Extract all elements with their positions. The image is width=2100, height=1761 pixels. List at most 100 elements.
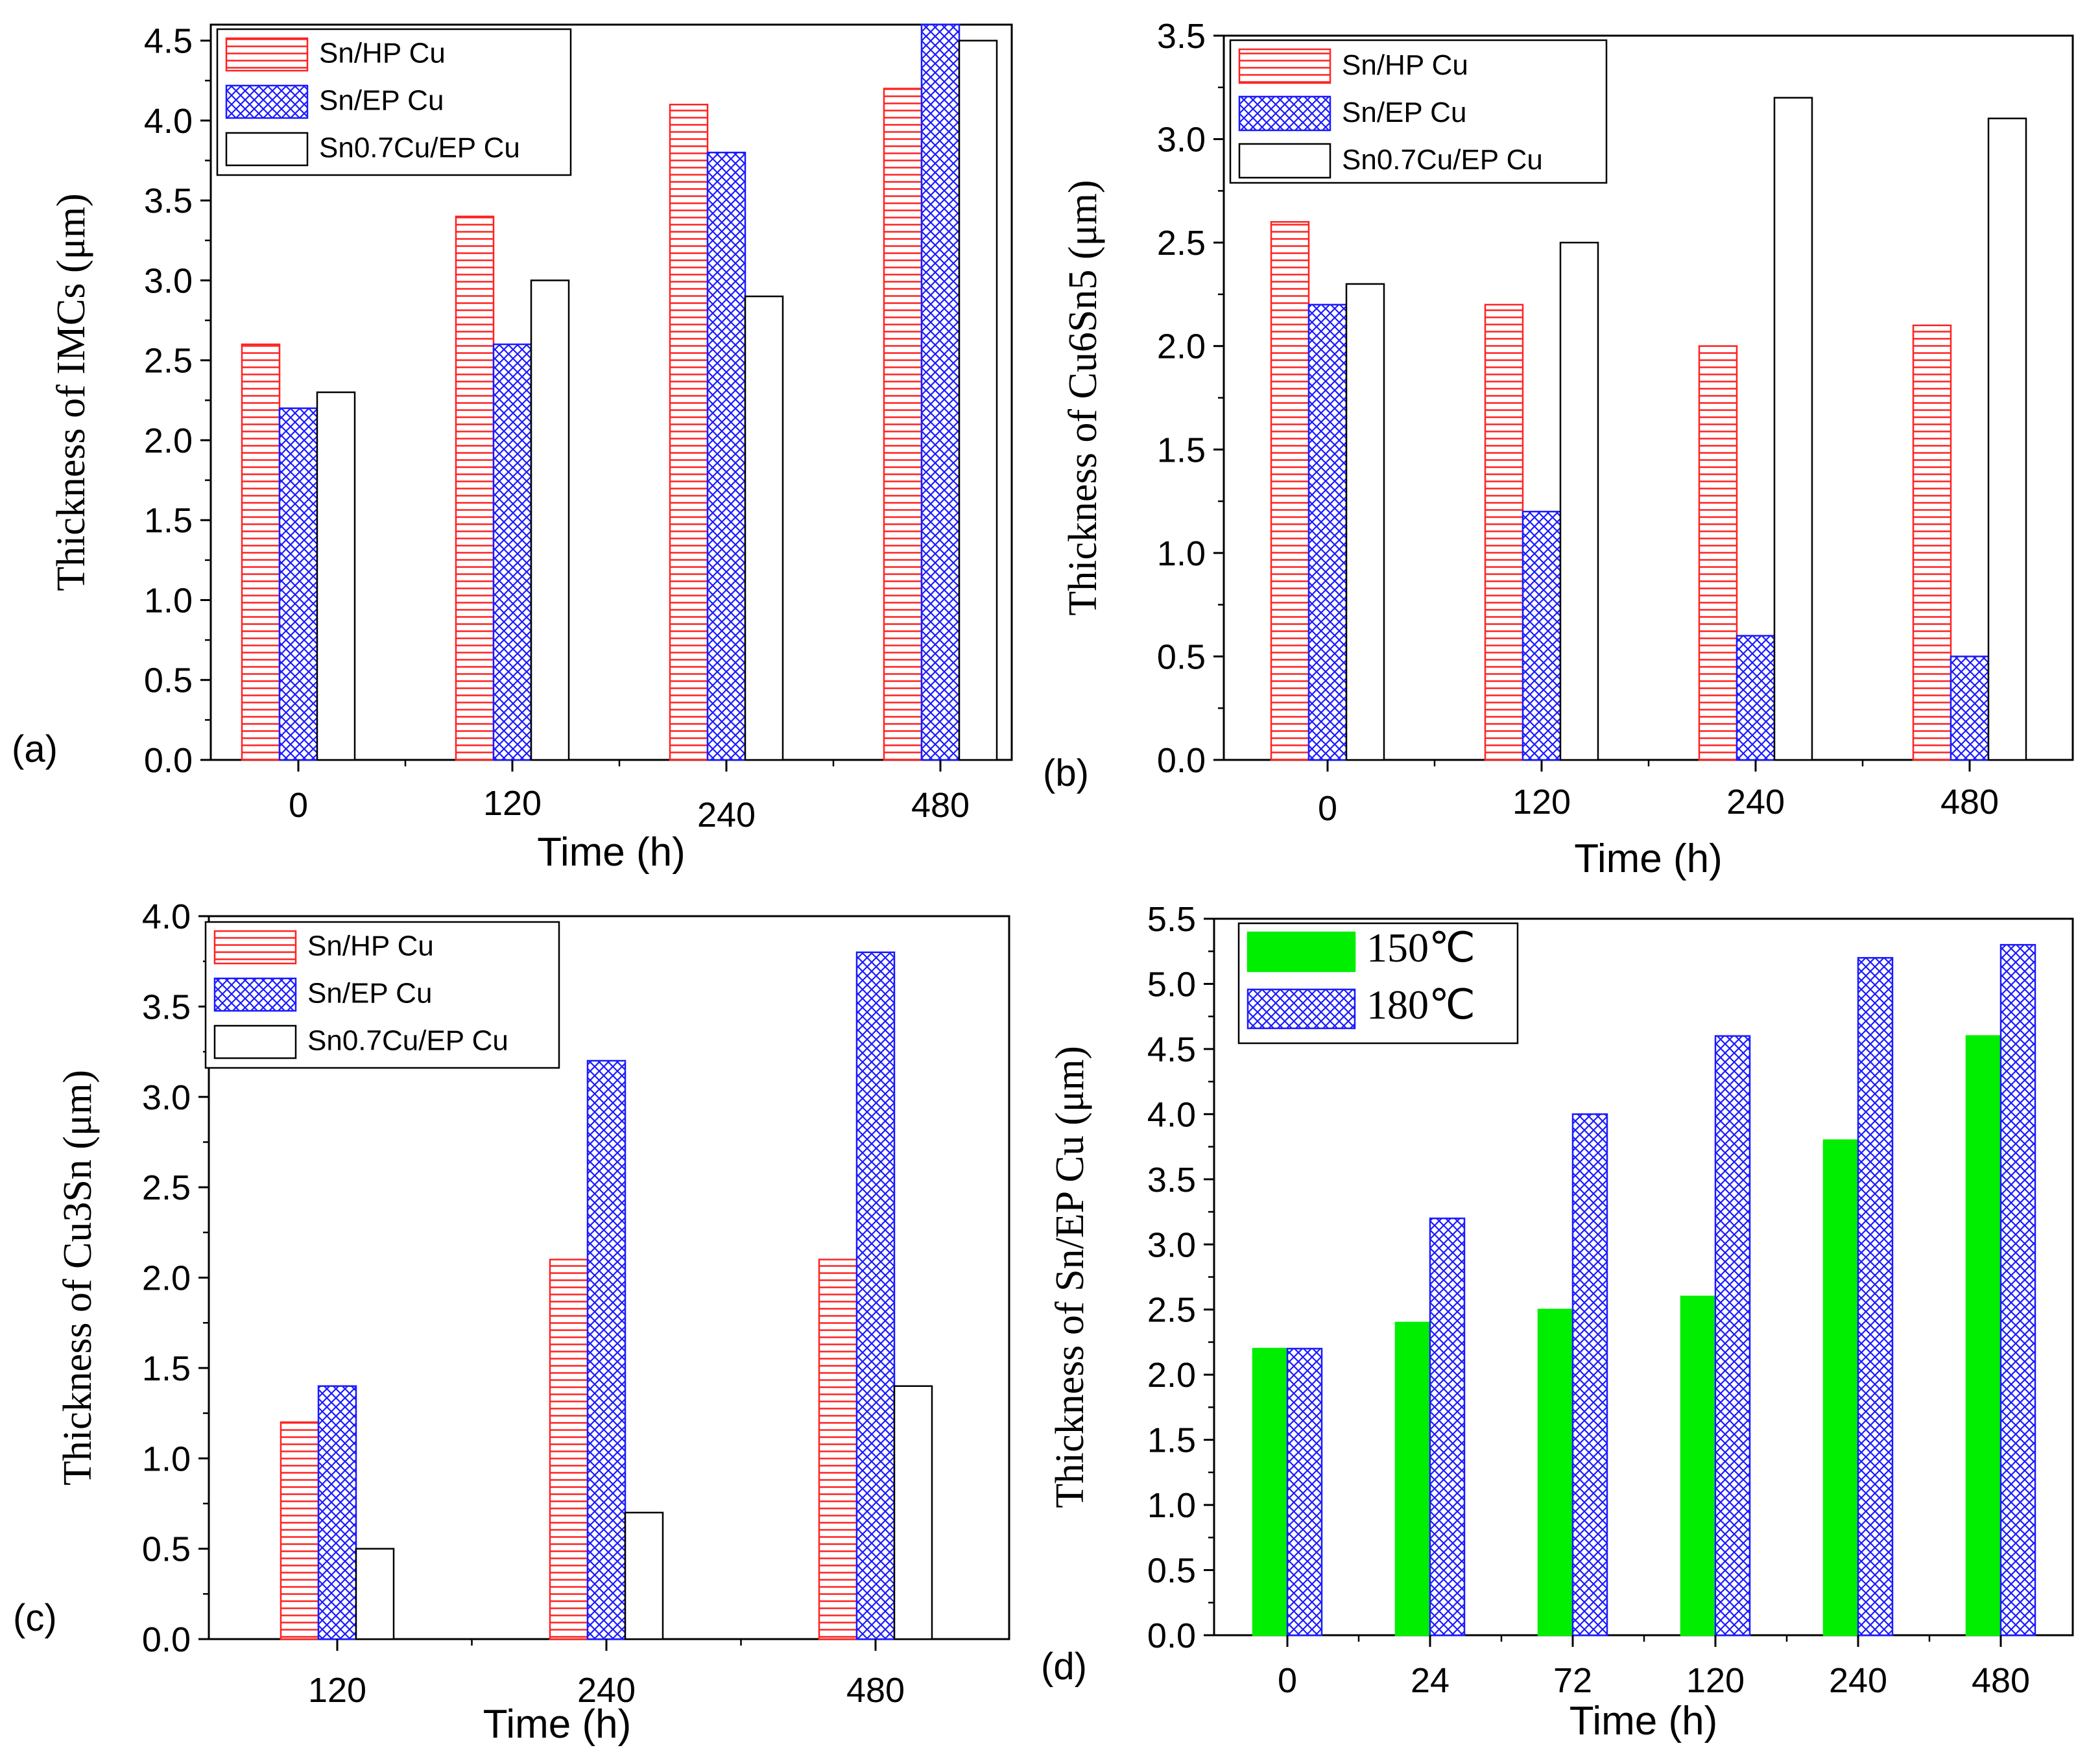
legend-label: Sn/EP Cu bbox=[307, 978, 432, 1010]
bar-sn0-7cu-ep-cu-240 bbox=[1773, 97, 1813, 761]
x-tick-label: 240 bbox=[697, 796, 756, 834]
bar-180--480 bbox=[1999, 943, 2036, 1637]
bar-sn-hp-cu-480 bbox=[818, 1259, 858, 1640]
y-tick-label: 1.0 bbox=[1147, 1486, 1196, 1525]
y-tick-label: 5.0 bbox=[1147, 965, 1196, 1004]
legend-swatch bbox=[1238, 95, 1331, 132]
bar-sn-hp-cu-240 bbox=[1698, 345, 1738, 761]
legend-label: Sn/HP Cu bbox=[319, 38, 446, 69]
bar-sn-ep-cu-480 bbox=[1950, 656, 1990, 761]
legend-swatch bbox=[1247, 988, 1356, 1030]
y-tick-label: 0.0 bbox=[142, 1620, 191, 1659]
y-tick-label: 3.0 bbox=[144, 261, 193, 300]
x-tick-label: 120 bbox=[1512, 783, 1571, 821]
y-axis-label: Thickness of Cu6Sn5 (μm) bbox=[1061, 180, 1105, 615]
x-tick-label: 480 bbox=[1940, 783, 1999, 821]
bar-150--0 bbox=[1252, 1347, 1289, 1637]
chart-panel-3: 0.0 0.5 1.0 1.5 2.0 2.5 3.0 3.5 4.0 120 240 480 Time… bbox=[13, 897, 1010, 1747]
bar-sn-ep-cu-120 bbox=[492, 343, 532, 761]
y-tick-label: 0.5 bbox=[1157, 637, 1206, 676]
x-tick-label: 480 bbox=[846, 1671, 905, 1710]
bar-150--24 bbox=[1394, 1321, 1431, 1637]
y-tick-label: 0.5 bbox=[142, 1530, 191, 1569]
y-tick-label: 2.5 bbox=[142, 1168, 191, 1207]
legend-label: Sn0.7Cu/EP Cu bbox=[319, 132, 520, 164]
y-tick-label: 2.5 bbox=[1157, 224, 1206, 263]
legend-label: Sn/HP Cu bbox=[307, 930, 434, 962]
bar-150--240 bbox=[1822, 1139, 1859, 1637]
bar-sn-ep-cu-0 bbox=[278, 407, 318, 761]
bar-sn-hp-cu-240 bbox=[669, 104, 709, 761]
bar-sn-hp-cu-0 bbox=[241, 343, 281, 761]
bar-sn-hp-cu-120 bbox=[1484, 303, 1524, 761]
y-tick-label: 1.5 bbox=[1147, 1421, 1196, 1460]
bar-sn0-7cu-ep-cu-240 bbox=[744, 295, 784, 761]
legend-swatch bbox=[1238, 48, 1331, 84]
x-tick-label: 480 bbox=[1972, 1661, 2030, 1700]
y-tick-label: 3.5 bbox=[1147, 1161, 1196, 1200]
bar-sn0-7cu-ep-cu-120 bbox=[355, 1548, 395, 1640]
chart-panel-2: 0.0 0.5 1.0 1.5 2.0 2.5 3.0 3.5 0 120 240 480 Time (… bbox=[1043, 17, 2074, 881]
x-tick-label: 120 bbox=[1686, 1661, 1745, 1700]
chart-root: 0.00.51.01.52.02.53.03.54.04.50 120 240 480… bbox=[12, 17, 2074, 1747]
bar-180--24 bbox=[1429, 1217, 1466, 1637]
y-tick-label: 1.0 bbox=[144, 581, 193, 620]
y-tick-label: 4.0 bbox=[1147, 1095, 1196, 1134]
y-tick-label: 2.5 bbox=[144, 342, 193, 381]
y-tick-label: 3.5 bbox=[1157, 17, 1206, 56]
bar-sn-ep-cu-240 bbox=[706, 151, 746, 761]
x-axis-label: Time (h) bbox=[483, 1702, 631, 1747]
bar-sn0-7cu-ep-cu-0 bbox=[316, 391, 356, 761]
y-tick-label: 4.0 bbox=[144, 102, 193, 141]
legend-swatch bbox=[213, 930, 297, 965]
bar-sn-ep-cu-0 bbox=[1307, 303, 1348, 761]
y-tick-label: 1.0 bbox=[142, 1439, 191, 1478]
x-tick-label: 72 bbox=[1553, 1661, 1592, 1700]
chart-panel-4: 0.0 0.5 1.0 1.5 2.0 2.5 3.0 3.5 4.0 4.5 5.0 5.5 0 24 7… bbox=[1041, 900, 2074, 1743]
legend-label: Sn/EP Cu bbox=[1342, 97, 1466, 128]
legend: Sn/HP Cu Sn/EP Cu Sn0.7Cu/EP Cu bbox=[216, 28, 572, 176]
legend-label: Sn0.7Cu/EP Cu bbox=[1342, 144, 1543, 176]
legend: Sn/HP Cu Sn/EP Cu Sn0.7Cu/EP Cu bbox=[204, 921, 560, 1069]
x-tick-label: 120 bbox=[483, 784, 542, 823]
y-tick-label: 1.5 bbox=[144, 501, 193, 540]
panel-label: (d) bbox=[1041, 1646, 1087, 1688]
y-tick-label: 5.5 bbox=[1147, 900, 1196, 939]
bar-180--120 bbox=[1714, 1035, 1751, 1637]
x-tick-label: 240 bbox=[1829, 1661, 1887, 1700]
legend-label: Sn/HP Cu bbox=[1342, 49, 1468, 81]
legend: 150℃ 180℃ bbox=[1237, 922, 1519, 1045]
bar-sn-hp-cu-120 bbox=[455, 215, 495, 761]
bar-sn-ep-cu-120 bbox=[1521, 510, 1562, 761]
bar-sn0-7cu-ep-cu-120 bbox=[1559, 241, 1599, 761]
legend-label: Sn/EP Cu bbox=[319, 85, 444, 117]
legend-label: 150℃ bbox=[1366, 925, 1475, 971]
chart-panel-1: 0.0 0.5 1.0 1.5 2.0 2.5 3.0 3.5 4.0 4.5 0 120 240 480… bbox=[12, 22, 1013, 875]
y-tick-label: 0.0 bbox=[1157, 741, 1206, 780]
bar-sn-hp-cu-0 bbox=[1270, 220, 1310, 761]
x-tick-label: 120 bbox=[308, 1671, 366, 1710]
legend-swatch bbox=[225, 84, 309, 119]
y-tick-label: 4.5 bbox=[144, 22, 193, 61]
x-tick-label: 0 bbox=[1278, 1661, 1297, 1700]
bar-sn0-7cu-ep-cu-120 bbox=[530, 279, 570, 761]
bar-sn0-7cu-ep-cu-480 bbox=[1987, 117, 2027, 761]
y-tick-label: 3.5 bbox=[142, 987, 191, 1026]
y-tick-label: 4.5 bbox=[1147, 1030, 1196, 1069]
y-axis-label: Thickness of Cu3Sn (μm) bbox=[56, 1070, 100, 1485]
x-tick-label: 240 bbox=[577, 1671, 636, 1710]
legend-swatch bbox=[225, 37, 309, 72]
x-axis-label: Time (h) bbox=[1574, 836, 1722, 881]
y-axis-label: Thickness of IMCs (μm) bbox=[49, 193, 93, 591]
y-tick-label: 0.5 bbox=[1147, 1552, 1196, 1590]
bar-sn0-7cu-ep-cu-240 bbox=[624, 1511, 664, 1640]
y-tick-label: 1.5 bbox=[1157, 431, 1206, 469]
legend: Sn/HP Cu Sn/EP Cu Sn0.7Cu/EP Cu bbox=[1229, 39, 1608, 184]
bar-sn-hp-cu-480 bbox=[883, 88, 923, 761]
legend-label: 180℃ bbox=[1366, 982, 1475, 1028]
y-tick-label: 0.0 bbox=[1147, 1616, 1196, 1655]
legend-swatch bbox=[1238, 143, 1331, 179]
legend-swatch bbox=[213, 977, 297, 1012]
panel-label: (b) bbox=[1043, 752, 1089, 794]
y-tick-label: 3.5 bbox=[144, 182, 193, 220]
